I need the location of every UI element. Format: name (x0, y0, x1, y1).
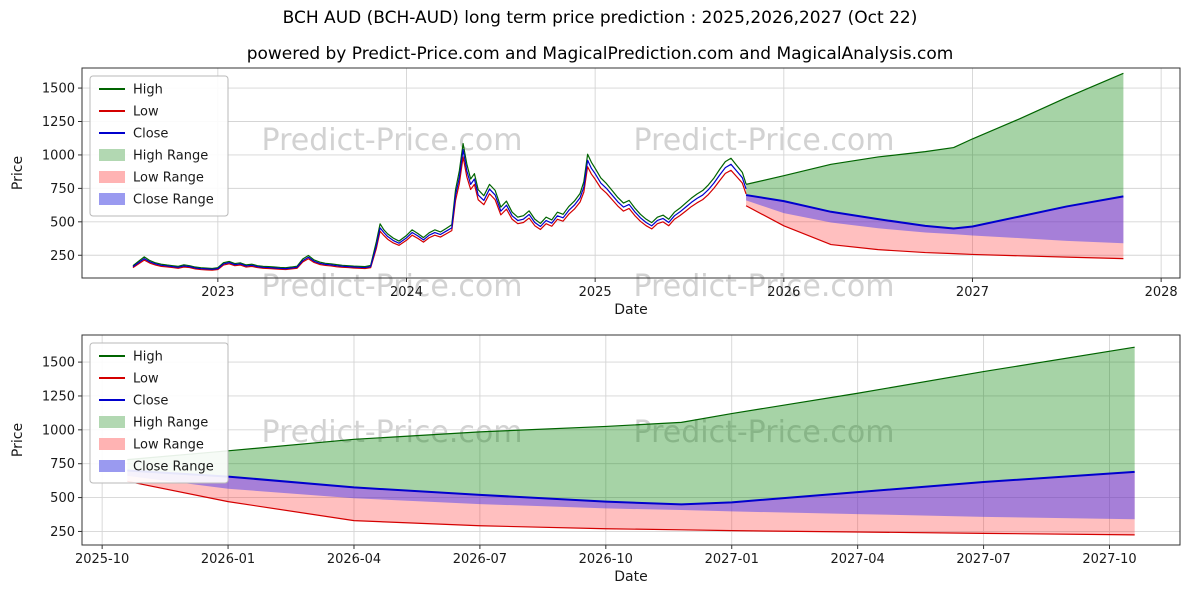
history-low-line (132, 156, 747, 271)
legend-swatch-low-range (99, 171, 125, 183)
legend-label: Close Range (133, 460, 214, 475)
x-tick-label: 2024 (390, 285, 423, 300)
x-axis-label: Date (614, 302, 647, 318)
legend-swatch-high-range (99, 149, 125, 161)
y-tick-label: 750 (50, 457, 75, 472)
legend-label: High Range (133, 149, 208, 164)
watermark-text: Predict-Price.com (262, 123, 523, 158)
powered-by-subtitle: powered by Predict-Price.com and Magical… (246, 44, 954, 64)
forecast-high-line (745, 72, 1124, 185)
y-axis-label: Price (10, 156, 26, 190)
x-tick-label: 2026-10 (579, 552, 633, 567)
legend-label: High (133, 350, 163, 365)
watermark-text: Predict-Price.com (634, 123, 895, 158)
y-tick-label: 1250 (42, 115, 75, 130)
x-tick-label: 2026-04 (327, 552, 381, 567)
high-range-band (127, 347, 1135, 505)
legend-label: Low (133, 372, 159, 387)
x-tick-label: 2025 (579, 285, 612, 300)
legend-label: Low Range (133, 171, 204, 186)
legend-label: Close (133, 127, 168, 142)
axes-frame (81, 334, 1181, 546)
legend-swatch-close-range (99, 193, 125, 205)
y-tick-label: 500 (50, 215, 75, 230)
y-tick-label: 1000 (42, 148, 75, 163)
x-tick-label: 2027-04 (830, 552, 884, 567)
x-tick-label: 2026-07 (453, 552, 507, 567)
legend-label: Close Range (133, 193, 214, 208)
y-tick-label: 1000 (42, 423, 75, 438)
x-tick-label: 2023 (201, 285, 234, 300)
legend-swatch-high-range (99, 416, 125, 428)
x-tick-label: 2027-10 (1082, 552, 1136, 567)
legend-label: Low (133, 105, 159, 120)
forecast-low-line (127, 480, 1135, 536)
x-tick-label: 2026-01 (201, 552, 255, 567)
watermark-text: Predict-Price.com (634, 269, 895, 304)
y-tick-label: 1500 (42, 82, 75, 97)
x-tick-label: 2027-01 (705, 552, 759, 567)
legend-label: Close (133, 394, 168, 409)
forecast-close-line (127, 469, 1135, 506)
x-tick-label: 2025-10 (75, 552, 129, 567)
history-close-line (132, 148, 747, 270)
forecast-high-line (127, 346, 1135, 461)
legend-label: High Range (133, 416, 208, 431)
watermark-text: Predict-Price.com (634, 415, 895, 450)
y-tick-label: 1500 (42, 356, 75, 371)
axes-frame (81, 67, 1181, 279)
x-tick-label: 2028 (1145, 285, 1178, 300)
forecast-close-line (745, 194, 1124, 230)
y-tick-label: 250 (50, 249, 75, 264)
y-tick-label: 750 (50, 182, 75, 197)
legend-label: Low Range (133, 438, 204, 453)
x-tick-label: 2027 (956, 285, 989, 300)
watermark-text: Predict-Price.com (262, 269, 523, 304)
y-tick-label: 500 (50, 491, 75, 506)
x-tick-label: 2027-07 (956, 552, 1010, 567)
y-tick-label: 250 (50, 525, 75, 540)
close-range-band (746, 195, 1124, 244)
history-high-line (132, 142, 747, 270)
x-tick-label: 2026 (767, 285, 800, 300)
legend-label: High (133, 83, 163, 98)
y-tick-label: 1250 (42, 389, 75, 404)
forecast-low-line (745, 205, 1124, 260)
legend-swatch-close-range (99, 460, 125, 472)
page-title: BCH AUD (BCH-AUD) long term price predic… (282, 8, 918, 28)
y-axis-label: Price (10, 423, 26, 457)
x-axis-label: Date (614, 569, 647, 585)
close-range-band (127, 470, 1135, 520)
high-range-band (746, 73, 1124, 229)
legend-swatch-low-range (99, 438, 125, 450)
